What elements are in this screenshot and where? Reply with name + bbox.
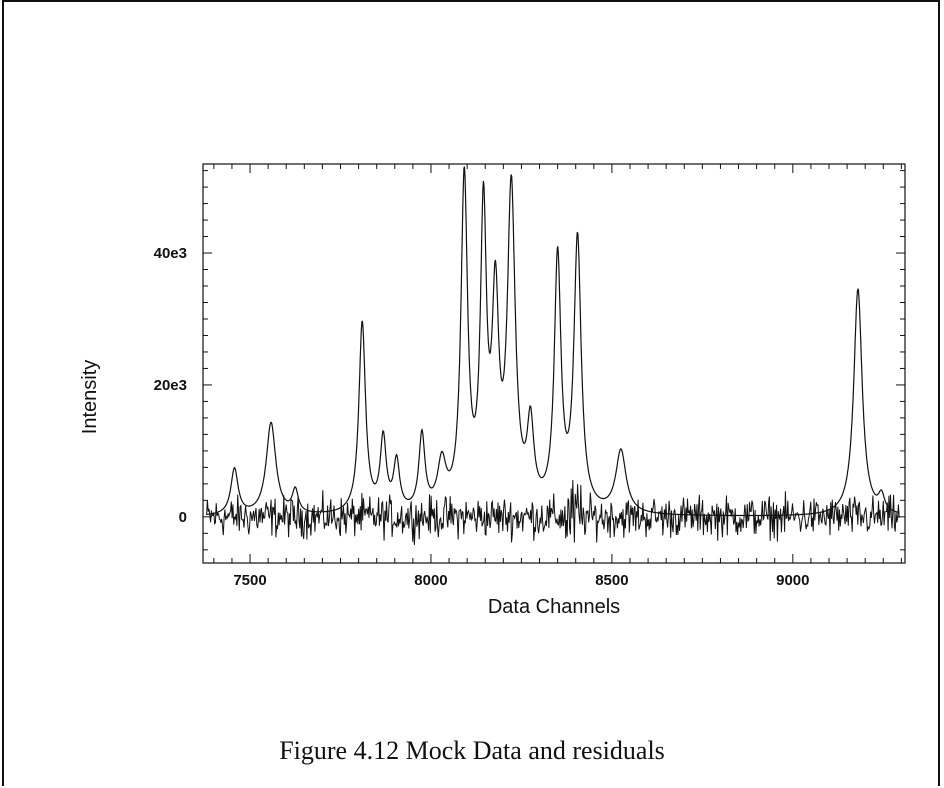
x-axis-label: Data Channels bbox=[488, 596, 620, 618]
x-tick-label: 9000 bbox=[776, 572, 809, 589]
x-tick-label: 8000 bbox=[414, 572, 447, 589]
y-axis-label: Intensity bbox=[79, 360, 101, 434]
y-tick-label: 40e3 bbox=[154, 245, 187, 262]
x-tick-label: 7500 bbox=[233, 572, 266, 589]
x-tick-label: 8500 bbox=[595, 572, 628, 589]
mock-data-series bbox=[206, 166, 900, 517]
figure-caption: Figure 4.12 Mock Data and residuals bbox=[279, 736, 665, 765]
y-tick-label: 0 bbox=[179, 509, 187, 526]
plot-area bbox=[202, 163, 906, 564]
residuals-series bbox=[206, 480, 900, 546]
y-tick-label: 20e3 bbox=[154, 377, 187, 394]
